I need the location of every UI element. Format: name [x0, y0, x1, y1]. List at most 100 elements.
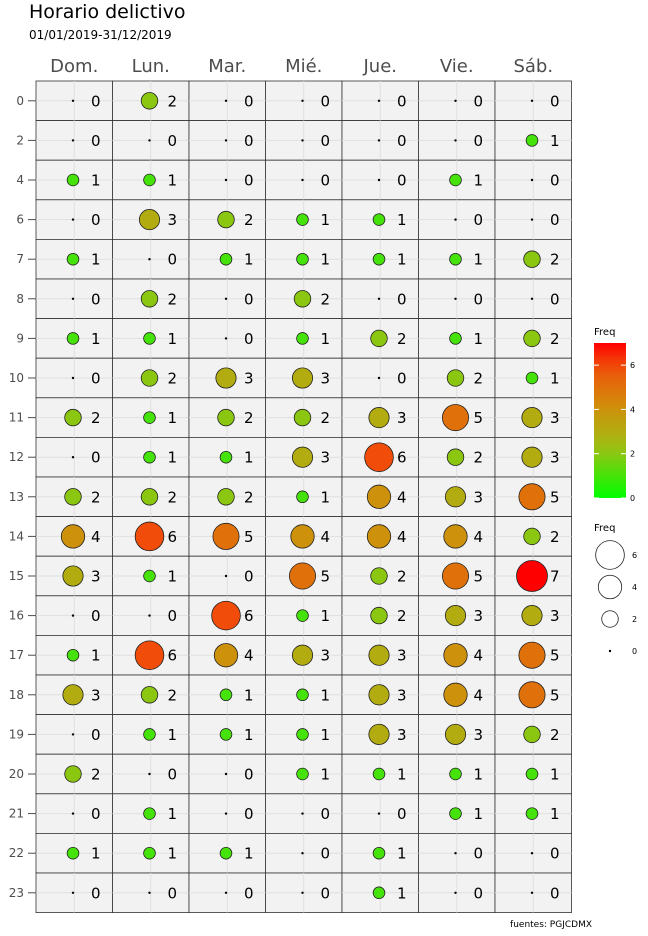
data-point	[443, 524, 468, 549]
size-legend-key	[601, 610, 619, 628]
data-label: 1	[474, 805, 484, 823]
data-label: 0	[91, 449, 101, 467]
data-point	[521, 605, 543, 627]
data-label: 0	[474, 290, 484, 308]
data-point	[449, 252, 462, 266]
data-point	[301, 852, 304, 855]
data-label: 0	[244, 132, 254, 150]
data-point	[518, 641, 546, 669]
hour-label: 17	[9, 648, 24, 662]
data-label: 2	[244, 211, 254, 229]
data-label: 1	[321, 488, 331, 506]
data-label: 1	[168, 805, 178, 823]
data-label: 1	[397, 845, 407, 863]
data-point	[454, 218, 457, 221]
data-label: 1	[244, 251, 254, 269]
data-label: 0	[397, 132, 407, 150]
data-point	[370, 606, 388, 625]
data-point	[366, 484, 392, 509]
data-point	[71, 733, 75, 736]
data-point	[446, 369, 465, 387]
size-legend-title: Freq	[594, 523, 615, 534]
color-legend-tick-label: 6	[630, 361, 635, 370]
data-label: 1	[91, 330, 101, 348]
hour-label: 21	[9, 807, 24, 821]
data-point	[525, 371, 539, 385]
data-point	[140, 369, 159, 387]
data-point	[71, 456, 75, 459]
data-label: 0	[397, 172, 407, 190]
data-label: 0	[91, 132, 101, 150]
data-label: 2	[550, 528, 560, 546]
data-label: 0	[91, 726, 101, 744]
data-label: 3	[474, 488, 484, 506]
hour-label: 0	[16, 94, 24, 108]
data-label: 4	[474, 686, 484, 704]
data-label: 0	[244, 172, 254, 190]
data-label: 3	[474, 607, 484, 625]
data-point	[224, 178, 228, 182]
data-point	[71, 139, 75, 142]
data-label: 2	[550, 251, 560, 269]
data-point	[377, 812, 381, 815]
data-label: 0	[550, 290, 560, 308]
data-label: 2	[321, 290, 331, 308]
data-label: 0	[91, 92, 101, 110]
data-label: 0	[244, 92, 254, 110]
data-label: 4	[91, 528, 101, 546]
data-label: 1	[321, 211, 331, 229]
size-legend-label: 0	[632, 647, 637, 656]
data-label: 0	[397, 92, 407, 110]
data-label: 1	[244, 449, 254, 467]
data-label: 1	[321, 607, 331, 625]
data-point	[368, 644, 390, 666]
data-point	[372, 886, 386, 900]
data-label: 2	[321, 409, 331, 427]
hour-label: 19	[9, 727, 24, 741]
data-label: 2	[168, 370, 178, 388]
data-point	[518, 483, 546, 511]
data-point	[449, 332, 462, 345]
data-label: 3	[321, 647, 331, 665]
size-legend-key	[597, 574, 623, 600]
data-label: 0	[550, 92, 560, 110]
hour-label: 14	[9, 529, 24, 543]
data-point	[213, 643, 239, 668]
data-label: 0	[397, 290, 407, 308]
data-label: 1	[244, 845, 254, 863]
data-label: 5	[550, 488, 560, 506]
data-label: 0	[91, 884, 101, 902]
data-label: 0	[168, 132, 178, 150]
hour-label: 9	[16, 331, 24, 345]
data-point	[71, 614, 75, 617]
hour-label: 4	[16, 173, 24, 187]
data-point	[140, 488, 159, 506]
data-point	[518, 681, 546, 709]
data-label: 1	[474, 172, 484, 190]
data-point	[290, 524, 315, 549]
data-point	[224, 297, 228, 300]
data-point	[530, 218, 534, 221]
data-label: 4	[474, 647, 484, 665]
data-point	[71, 376, 75, 380]
data-label: 2	[168, 488, 178, 506]
data-point	[530, 852, 534, 855]
data-label: 1	[244, 686, 254, 704]
data-point	[368, 407, 390, 429]
data-label: 0	[550, 845, 560, 863]
data-point	[530, 297, 534, 300]
data-label: 1	[168, 172, 178, 190]
data-point	[301, 812, 304, 815]
data-point	[62, 565, 84, 587]
data-label: 3	[168, 211, 178, 229]
data-point	[64, 765, 82, 783]
data-label: 4	[397, 528, 407, 546]
data-label: 1	[321, 726, 331, 744]
data-point	[377, 178, 381, 182]
data-label: 1	[321, 251, 331, 269]
data-point	[516, 560, 548, 592]
data-point	[148, 891, 151, 894]
data-point	[444, 723, 467, 745]
data-point	[140, 92, 159, 110]
